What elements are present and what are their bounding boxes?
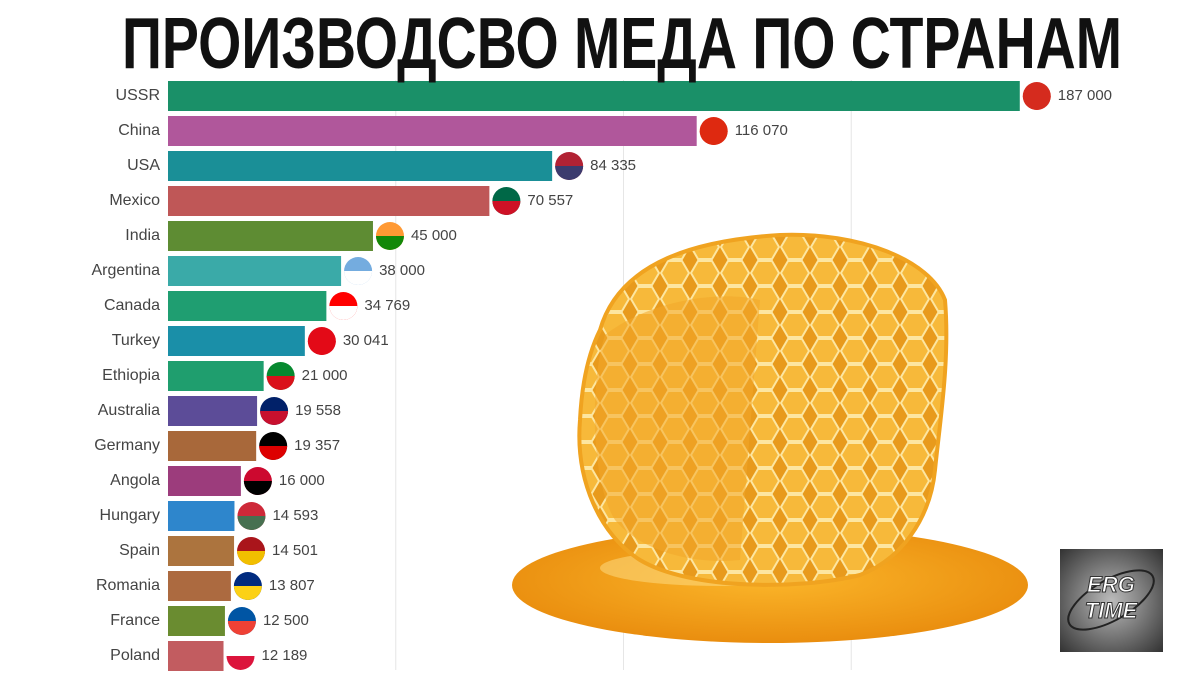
value-label: 12 189 <box>262 647 308 664</box>
bar <box>168 571 231 601</box>
y-tick-label: France <box>110 612 160 629</box>
y-tick-label: India <box>125 227 160 244</box>
value-label: 116 070 <box>735 122 788 139</box>
value-label: 38 000 <box>379 262 425 279</box>
value-label: 12 500 <box>263 612 309 629</box>
logo: ERG TIME <box>1060 549 1163 652</box>
bar <box>168 606 225 636</box>
chart-title: ПРОИЗВОДСВО МЕДА ПО СТРАНАМ <box>122 4 1122 84</box>
flag-half <box>375 236 404 250</box>
bar <box>168 641 224 671</box>
flag-half <box>1022 96 1051 111</box>
y-tick-label: Poland <box>110 647 160 664</box>
value-label: 14 501 <box>272 542 318 559</box>
flag-half <box>260 411 289 425</box>
flag <box>1022 82 1051 111</box>
flag <box>243 467 272 495</box>
flag <box>344 257 373 285</box>
flag-half <box>233 586 262 600</box>
y-tick-label: Angola <box>110 472 160 489</box>
flag-half <box>699 131 728 145</box>
flag-half <box>227 621 256 635</box>
value-label: 13 807 <box>269 577 315 594</box>
flag <box>699 117 728 145</box>
y-tick-label: Turkey <box>112 332 160 349</box>
value-label: 45 000 <box>411 227 457 244</box>
honey-illustration <box>512 232 1028 643</box>
value-label: 34 769 <box>364 297 410 314</box>
flag-half <box>492 201 521 215</box>
bar <box>168 151 553 181</box>
value-label: 16 000 <box>279 472 325 489</box>
flag-half <box>555 166 584 180</box>
bar <box>168 501 235 531</box>
y-tick-label: Ethiopia <box>102 367 160 384</box>
bar <box>168 186 490 216</box>
flag <box>329 292 358 320</box>
y-tick-label: USA <box>127 157 160 174</box>
value-label: 30 041 <box>343 332 389 349</box>
flag-half <box>259 446 288 460</box>
bar <box>168 291 327 321</box>
y-tick-label: Argentina <box>92 262 161 279</box>
flag <box>555 152 584 180</box>
flag <box>227 607 256 635</box>
value-label: 70 557 <box>527 192 573 209</box>
flag-half <box>344 271 373 285</box>
bar <box>168 361 264 391</box>
bar <box>168 431 257 461</box>
flag <box>307 327 336 355</box>
flag <box>260 397 289 425</box>
flag-half <box>237 551 266 565</box>
flag <box>226 642 255 670</box>
y-tick-label: Germany <box>94 437 160 454</box>
flag <box>259 432 288 460</box>
flag-half <box>307 341 336 355</box>
flag <box>237 537 266 565</box>
bar <box>168 326 305 356</box>
flag-half <box>329 306 358 320</box>
y-tick-label: China <box>118 122 160 139</box>
value-label: 19 558 <box>295 402 341 419</box>
y-tick-label: Canada <box>104 297 160 314</box>
flag-half <box>237 516 266 530</box>
flag <box>492 187 521 215</box>
bar <box>168 221 373 251</box>
flag-half <box>243 481 272 495</box>
y-tick-label: Australia <box>98 402 160 419</box>
flag-half <box>226 656 255 670</box>
bar <box>168 536 235 566</box>
plot: USSR 187 000 China 116 070 USA 84 335 Mexico 70… <box>92 80 1112 671</box>
y-tick-label: USSR <box>116 87 160 104</box>
bar <box>168 256 342 286</box>
value-label: 84 335 <box>590 157 636 174</box>
bar <box>168 81 1020 111</box>
y-tick-label: Spain <box>119 542 160 559</box>
bar <box>168 116 697 146</box>
logo-text: TIME <box>1085 598 1139 623</box>
y-tick-label: Mexico <box>109 192 160 209</box>
flag <box>237 502 266 530</box>
bar <box>168 396 258 426</box>
flag <box>375 222 404 250</box>
value-label: 187 000 <box>1058 87 1112 104</box>
logo-text: ERG <box>1087 572 1135 597</box>
value-label: 19 357 <box>294 437 340 454</box>
value-label: 21 000 <box>302 367 348 384</box>
flag <box>233 572 262 600</box>
flag <box>266 362 295 390</box>
y-tick-label: Hungary <box>100 507 160 524</box>
flag-half <box>266 376 295 390</box>
y-tick-label: Romania <box>96 577 160 594</box>
bar <box>168 466 241 496</box>
value-label: 14 593 <box>272 507 318 524</box>
